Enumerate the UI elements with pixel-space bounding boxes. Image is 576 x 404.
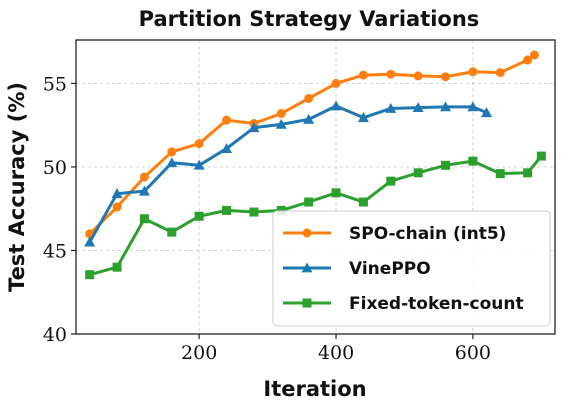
series-0 (85, 50, 539, 239)
data-point (304, 197, 314, 207)
series-layer (84, 50, 546, 280)
data-point (139, 172, 149, 182)
x-tick-label: 400 (318, 342, 354, 364)
legend-label: SPO-chain (int5) (349, 224, 506, 244)
data-point (222, 115, 232, 125)
data-point (112, 262, 122, 272)
data-point (221, 143, 233, 153)
data-point (248, 122, 260, 133)
data-point (193, 159, 205, 170)
x-tick-label: 200 (181, 342, 217, 364)
data-point (194, 139, 204, 149)
legend-box (272, 210, 551, 327)
data-point (111, 188, 123, 199)
legend-swatch-marker (302, 228, 312, 238)
data-point (412, 102, 424, 113)
data-point (413, 168, 423, 178)
data-point (358, 197, 368, 207)
data-point (330, 100, 342, 111)
data-point (166, 157, 178, 168)
chart-title: Partition Strategy Variations (139, 7, 480, 31)
axis-ticks: 200 400 600 40 45 50 55 (43, 73, 491, 364)
series-line (89, 155, 543, 277)
data-point (85, 270, 95, 280)
data-point (112, 202, 122, 212)
y-tick-label: 55 (43, 73, 67, 95)
data-point (276, 109, 286, 118)
data-point (331, 78, 341, 88)
legend-swatch-marker (302, 298, 312, 308)
data-point (440, 101, 452, 112)
data-point (467, 101, 479, 112)
data-point (167, 147, 177, 157)
data-point (385, 102, 397, 113)
data-point (138, 185, 150, 196)
y-axis-label: Test Accuracy (%) (5, 82, 29, 292)
y-tick-label: 50 (43, 157, 67, 179)
x-axis-label: Iteration (263, 377, 366, 401)
legend-label: VinePPO (349, 259, 431, 279)
series-line (88, 104, 488, 243)
plot-frame (75, 39, 556, 335)
legend-item: SPO-chain (int5) (283, 224, 506, 244)
series-1 (84, 100, 493, 247)
legend-swatch-marker (301, 262, 313, 273)
data-point (495, 169, 505, 179)
data-point (481, 107, 493, 118)
data-point (386, 176, 396, 186)
data-point (275, 118, 287, 129)
data-point (84, 236, 96, 247)
legend: SPO-chain (int5) VinePPO Fixed-token-count (272, 210, 551, 327)
data-point (194, 211, 204, 221)
data-point (139, 214, 149, 224)
data-point (331, 188, 341, 198)
legend-label: Fixed-token-count (349, 294, 524, 314)
data-point (441, 160, 451, 170)
data-point (529, 50, 539, 60)
data-point (536, 151, 546, 161)
data-point (523, 168, 533, 178)
data-point (222, 205, 232, 215)
data-point (357, 112, 369, 123)
series-line (88, 53, 536, 235)
data-point (468, 67, 478, 77)
data-point (413, 71, 423, 81)
data-point (441, 72, 451, 82)
data-point (167, 227, 177, 237)
data-point (276, 205, 286, 215)
data-point (303, 113, 315, 124)
legend-item: VinePPO (283, 259, 431, 279)
data-point (358, 70, 368, 80)
data-point (249, 207, 259, 217)
data-point (523, 55, 533, 65)
data-point (386, 69, 396, 79)
data-point (304, 93, 314, 103)
data-point (468, 156, 478, 166)
legend-item: Fixed-token-count (283, 294, 524, 314)
data-point (495, 68, 505, 78)
x-tick-label: 600 (455, 342, 491, 364)
y-tick-label: 45 (43, 240, 67, 262)
series-2 (85, 151, 546, 280)
y-tick-label: 40 (43, 324, 67, 346)
